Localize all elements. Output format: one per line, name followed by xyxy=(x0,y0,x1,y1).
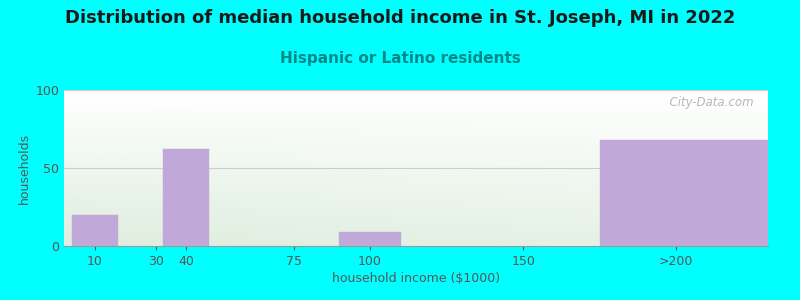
X-axis label: household income ($1000): household income ($1000) xyxy=(332,272,500,285)
Bar xyxy=(163,149,210,246)
Text: Distribution of median household income in St. Joseph, MI in 2022: Distribution of median household income … xyxy=(65,9,735,27)
Bar xyxy=(339,232,401,246)
Bar xyxy=(72,215,118,246)
Text: City-Data.com: City-Data.com xyxy=(662,96,754,109)
Text: Hispanic or Latino residents: Hispanic or Latino residents xyxy=(279,51,521,66)
Bar xyxy=(600,140,768,246)
Y-axis label: households: households xyxy=(18,132,31,204)
